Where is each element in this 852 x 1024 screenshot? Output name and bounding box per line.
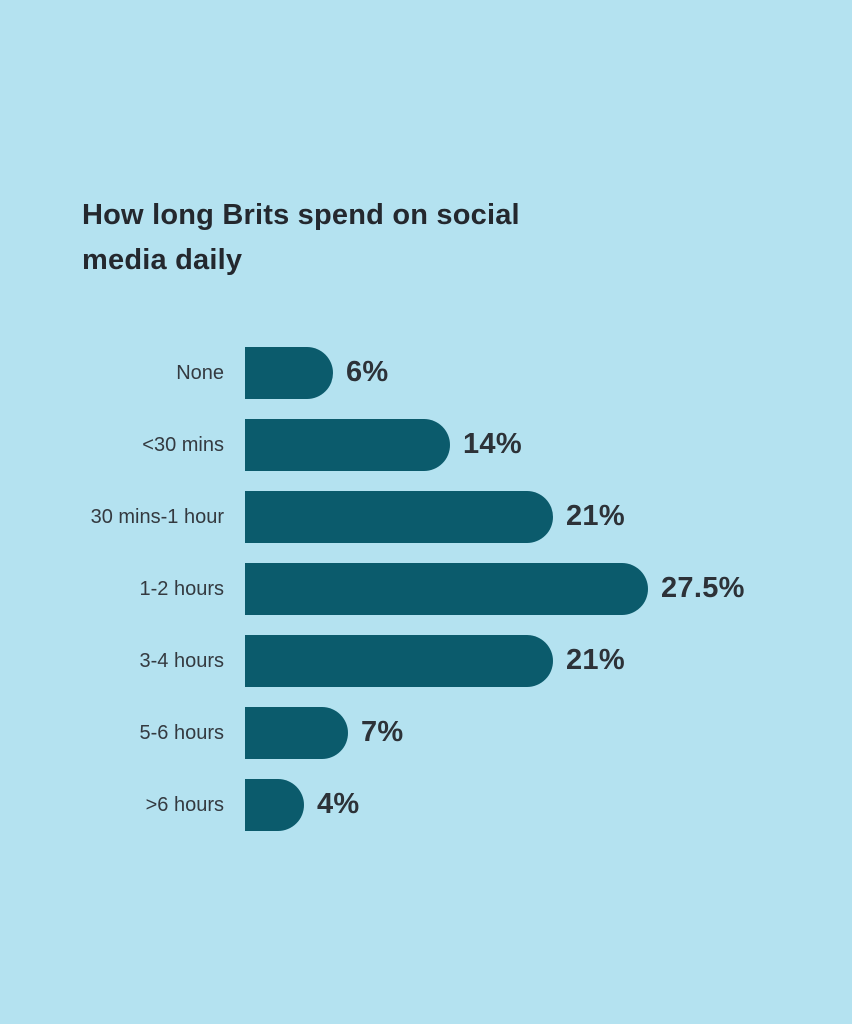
bar-row: 3-4 hours 21% — [82, 634, 852, 687]
category-label: 3-4 hours — [139, 649, 225, 672]
bar-segment — [245, 778, 304, 831]
category-label: >6 hours — [145, 793, 224, 816]
bar-row: <30 mins 14% — [82, 418, 852, 471]
bar-row: None 6% — [82, 346, 852, 399]
value-label: 4% — [317, 788, 360, 821]
bar-row: >6 hours 4% — [82, 778, 852, 831]
category-label: 1-2 hours — [139, 577, 225, 600]
value-label: 7% — [361, 716, 404, 749]
category-label: 30 mins-1 hour — [90, 505, 224, 528]
bar-row: 30 mins-1 hour 21% — [82, 490, 852, 543]
bar-row: 1-2 hours 27.5% — [82, 562, 852, 615]
bar-chart: None 6% <30 mins 14% 30 mins-1 hour 21% … — [82, 346, 852, 831]
bar-row: 5-6 hours 7% — [82, 706, 852, 759]
value-label: 6% — [346, 356, 389, 389]
value-label: 27.5% — [661, 572, 745, 605]
category-label: 5-6 hours — [139, 721, 225, 744]
value-label: 14% — [463, 428, 522, 461]
category-label: None — [176, 361, 224, 384]
bar-segment — [245, 634, 553, 687]
bar-segment — [245, 490, 553, 543]
bar-segment — [245, 562, 648, 615]
category-label: <30 mins — [142, 433, 224, 456]
value-label: 21% — [566, 644, 625, 677]
value-label: 21% — [566, 500, 625, 533]
bar-segment — [245, 418, 450, 471]
bar-segment — [245, 346, 333, 399]
chart-title: How long Brits spend on social media dai… — [82, 199, 520, 276]
bar-segment — [245, 706, 348, 759]
